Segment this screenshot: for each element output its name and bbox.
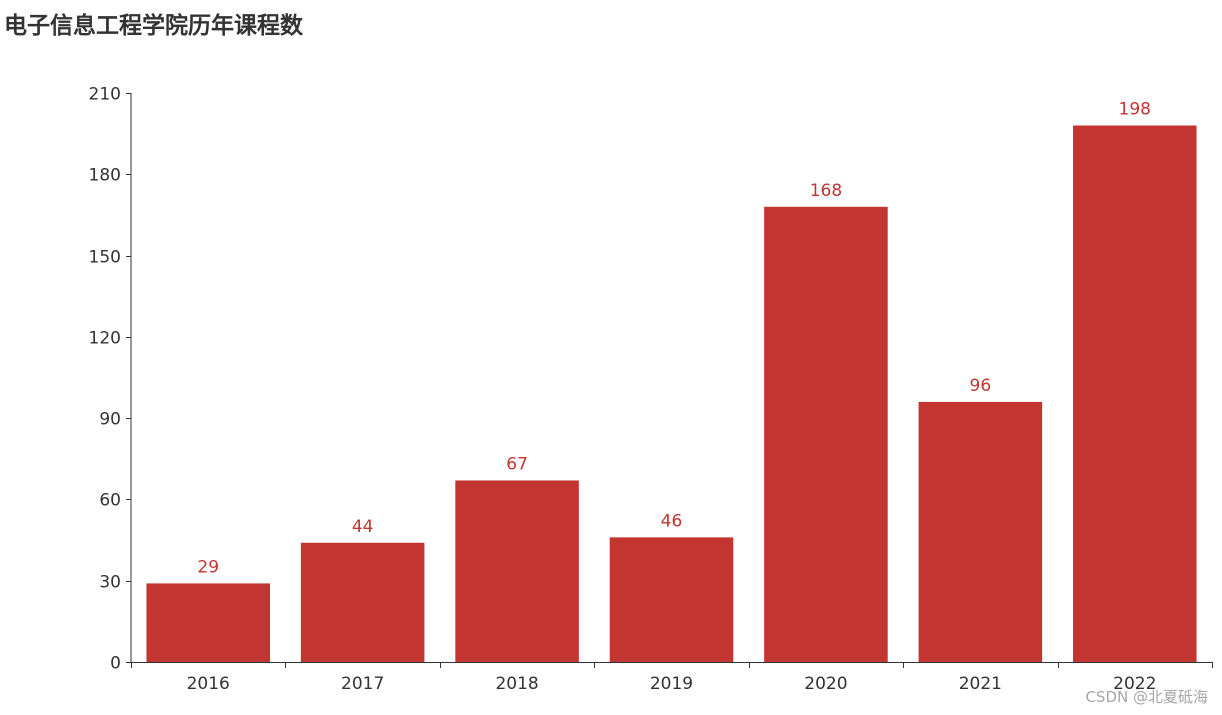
bar[interactable] (764, 206, 888, 663)
y-tick-label: 0 (110, 654, 121, 674)
data-label: 168 (810, 181, 842, 201)
data-label: 44 (352, 517, 374, 537)
x-tick-label: 2018 (495, 674, 538, 694)
bar[interactable] (609, 537, 734, 662)
x-axis: 2016 2017 2018 2019 2020 2021 2022 (131, 662, 1213, 694)
y-tick-label: 30 (99, 573, 121, 593)
bar[interactable] (146, 583, 270, 662)
x-tick-label: 2020 (804, 674, 847, 694)
data-label: 46 (661, 511, 683, 531)
y-tick-label: 150 (89, 248, 121, 268)
watermark: CSDN @北夏砥海 (1085, 688, 1208, 706)
y-tick-label: 60 (99, 491, 121, 511)
bar[interactable] (918, 401, 1043, 662)
y-tick-label: 180 (89, 166, 121, 186)
data-labels: 29 44 67 46 168 96 198 (197, 100, 1151, 578)
y-tick-label: 90 (99, 410, 121, 430)
data-label: 96 (970, 376, 992, 396)
bar[interactable] (300, 542, 425, 662)
x-tick-label: 2016 (187, 674, 230, 694)
chart-title: 电子信息工程学院历年课程数 (4, 13, 303, 39)
bar[interactable] (1073, 125, 1197, 662)
y-tick-label: 120 (89, 329, 121, 349)
data-label: 29 (197, 557, 219, 577)
x-tick-label: 2017 (341, 674, 384, 694)
x-tick-label: 2021 (959, 674, 1002, 694)
bars (146, 125, 1197, 663)
x-tick-label: 2022 (1113, 674, 1156, 694)
data-label: 67 (506, 454, 528, 474)
data-label: 198 (1119, 100, 1151, 120)
x-tick-label: 2019 (650, 674, 693, 694)
bar[interactable] (455, 480, 579, 662)
y-tick-label: 210 (89, 85, 121, 105)
y-axis: 0 30 60 90 120 150 180 210 (89, 85, 132, 674)
